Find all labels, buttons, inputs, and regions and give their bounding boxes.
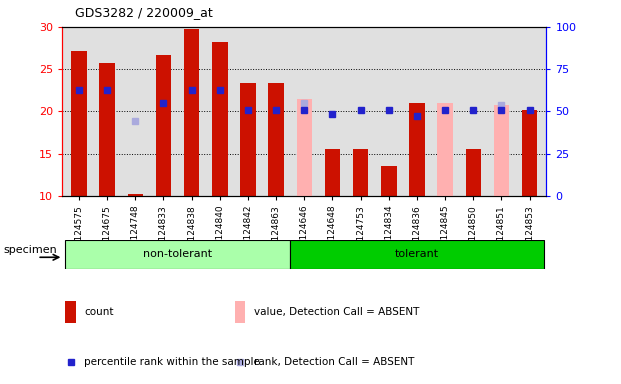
Bar bbox=[437, 103, 453, 196]
Bar bbox=[381, 166, 397, 196]
Bar bbox=[212, 42, 227, 196]
Bar bbox=[99, 63, 115, 196]
Bar bbox=[127, 194, 143, 196]
Bar bbox=[184, 28, 199, 196]
Text: specimen: specimen bbox=[3, 245, 57, 255]
Text: GDS3282 / 220009_at: GDS3282 / 220009_at bbox=[75, 6, 212, 19]
Text: non-tolerant: non-tolerant bbox=[143, 249, 212, 260]
Bar bbox=[240, 83, 256, 196]
Text: percentile rank within the sample: percentile rank within the sample bbox=[84, 357, 260, 367]
Bar bbox=[65, 301, 76, 323]
Text: count: count bbox=[84, 307, 114, 317]
Bar bbox=[494, 104, 509, 196]
Text: rank, Detection Call = ABSENT: rank, Detection Call = ABSENT bbox=[253, 357, 414, 367]
Bar bbox=[297, 138, 312, 196]
Bar bbox=[494, 149, 509, 196]
Bar bbox=[156, 55, 171, 196]
Bar bbox=[409, 103, 425, 196]
Text: tolerant: tolerant bbox=[395, 249, 439, 260]
Bar bbox=[268, 83, 284, 196]
Bar bbox=[71, 51, 87, 196]
Bar bbox=[437, 103, 453, 196]
Bar bbox=[466, 149, 481, 196]
Bar bbox=[522, 110, 537, 196]
Bar bbox=[297, 99, 312, 196]
Text: value, Detection Call = ABSENT: value, Detection Call = ABSENT bbox=[253, 307, 419, 317]
FancyBboxPatch shape bbox=[65, 240, 290, 269]
Bar bbox=[325, 149, 340, 196]
FancyBboxPatch shape bbox=[290, 240, 543, 269]
Bar bbox=[235, 301, 245, 323]
Bar bbox=[353, 149, 368, 196]
